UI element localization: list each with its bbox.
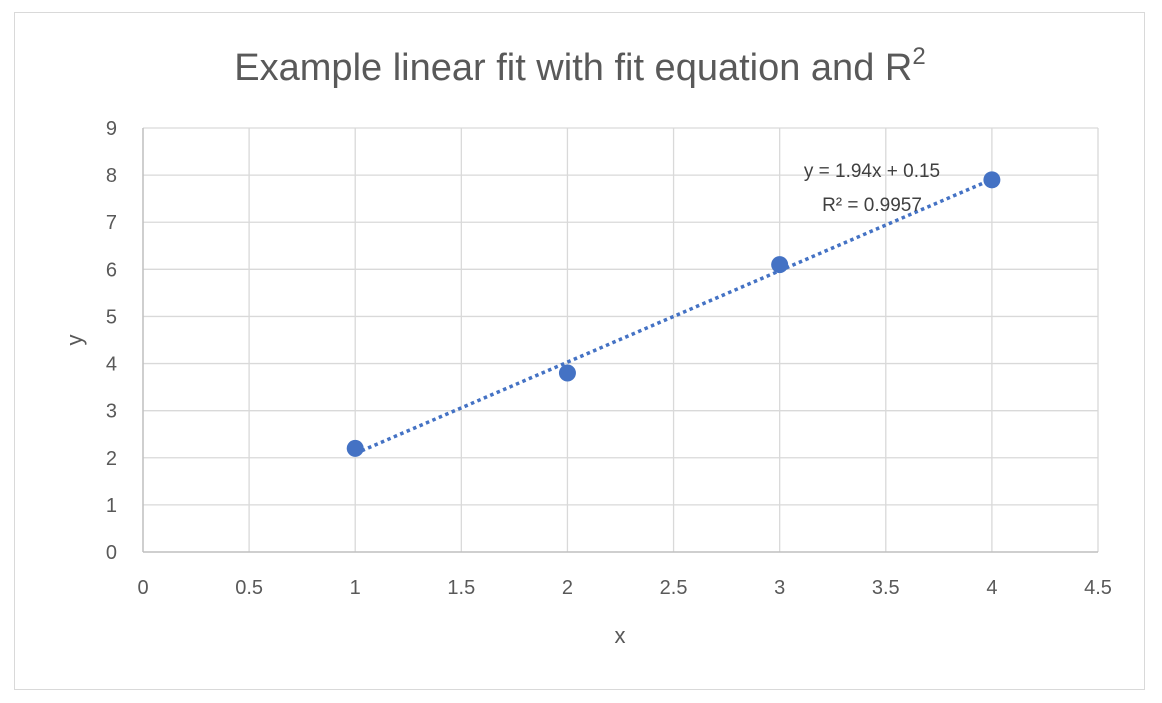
chart-title-superscript: 2 (912, 43, 925, 70)
y-axis-title: y (62, 335, 87, 346)
y-tick-label: 5 (106, 306, 117, 328)
x-tick-label: 1.5 (447, 577, 475, 599)
chart-frame (14, 12, 1145, 690)
trendline-equation: y = 1.94x + 0.15 (804, 161, 940, 182)
x-tick-label: 4 (986, 577, 997, 599)
chart-title: Example linear fit with fit equation and… (234, 43, 925, 89)
gridlines (143, 127, 1099, 552)
y-tick-label: 2 (106, 448, 117, 470)
x-tick-label: 3.5 (872, 577, 900, 599)
x-axis-title: x (615, 623, 626, 648)
x-tick-label: 4.5 (1084, 577, 1112, 599)
y-tick-label: 1 (106, 495, 117, 517)
x-tick-label: 0 (137, 577, 148, 599)
x-tick-label: 2.5 (660, 577, 688, 599)
x-tick-label: 3 (774, 577, 785, 599)
y-tick-label: 0 (106, 542, 117, 564)
y-tick-label: 4 (106, 354, 117, 376)
x-tick-label: 0.5 (235, 577, 263, 599)
trendline-r2: R² = 0.9957 (822, 195, 922, 216)
data-point (558, 364, 576, 382)
data-point (346, 439, 364, 457)
y-tick-label: 9 (106, 118, 117, 140)
tick-labels: 0 0.5 1 1.5 2 2.5 3 3.5 4 4.5 0 1 2 3 4 5 6 7 8 9 (106, 118, 1112, 599)
data-point (771, 256, 789, 274)
data-point (983, 171, 1001, 189)
x-tick-label: 2 (562, 577, 573, 599)
y-tick-label: 6 (106, 259, 117, 281)
x-tick-label: 1 (350, 577, 361, 599)
y-tick-label: 7 (106, 212, 117, 234)
data-points (346, 171, 1001, 457)
axes (142, 128, 1098, 553)
y-tick-label: 8 (106, 165, 117, 187)
y-tick-label: 3 (106, 401, 117, 423)
chart-title-text: Example linear fit with fit equation and… (234, 47, 912, 89)
